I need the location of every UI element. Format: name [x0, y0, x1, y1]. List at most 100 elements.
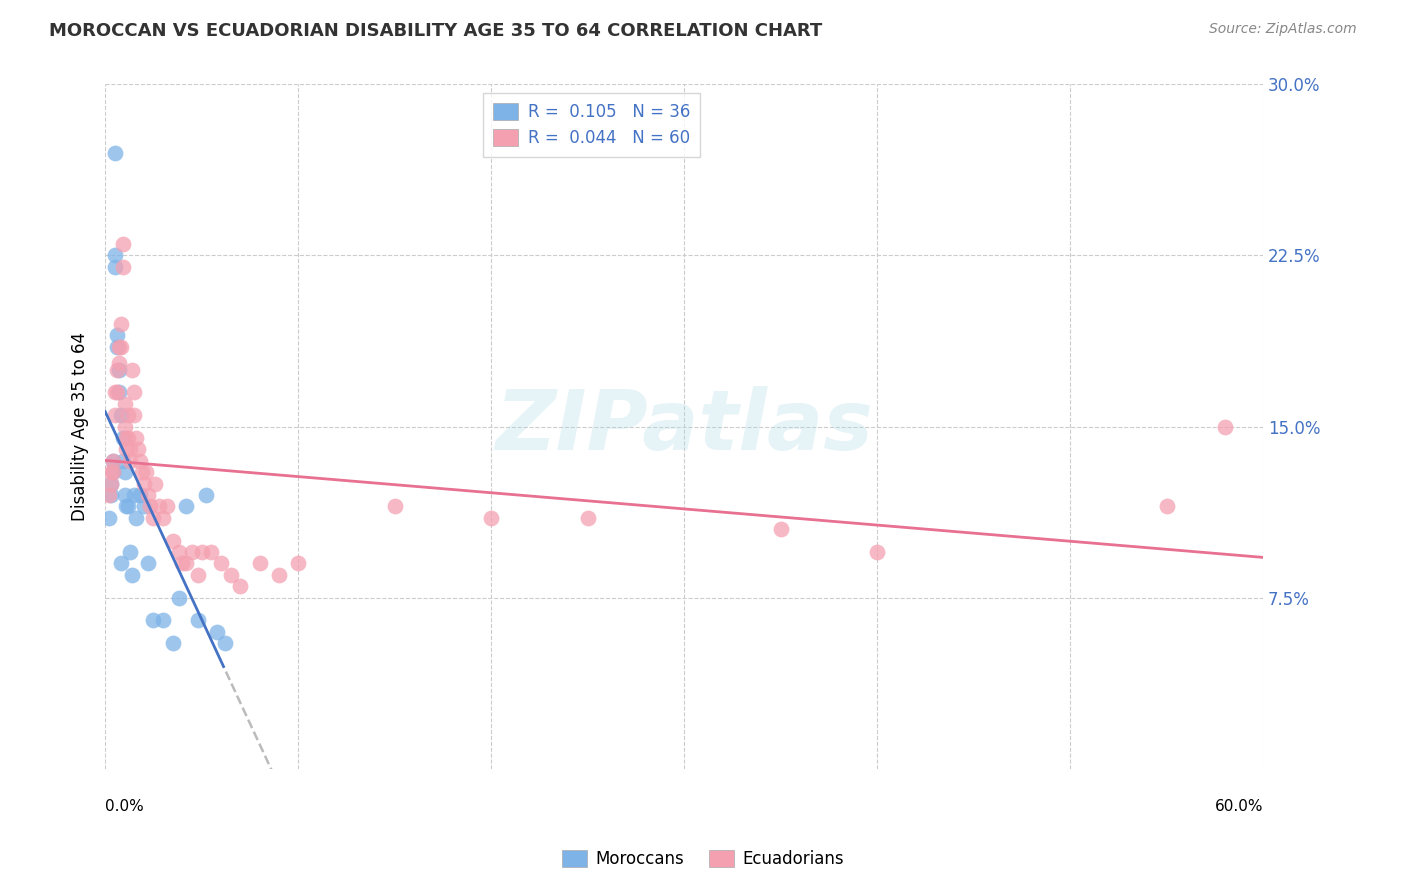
Point: [132, 476, 155, 491]
Legend: Moroccans, Ecuadorians: Moroccans, Ecuadorians: [555, 843, 851, 875]
Point: [121, 567, 143, 582]
Point: [129, 488, 152, 502]
Point: [1213, 419, 1236, 434]
Point: [187, 567, 209, 582]
Point: [174, 557, 197, 571]
Point: [104, 145, 127, 160]
Point: [114, 488, 136, 502]
Point: [111, 260, 134, 274]
Point: [576, 510, 599, 524]
Point: [136, 557, 159, 571]
Point: [152, 614, 174, 628]
Point: [167, 591, 190, 605]
Point: [117, 500, 139, 514]
Point: [114, 397, 136, 411]
Point: [156, 500, 179, 514]
Point: [117, 431, 139, 445]
Point: [100, 476, 122, 491]
Point: [104, 385, 127, 400]
Point: [111, 431, 134, 445]
Point: [200, 545, 222, 559]
Point: [110, 340, 132, 354]
Point: [122, 488, 145, 502]
Point: [110, 317, 132, 331]
Point: [866, 545, 889, 559]
Point: [138, 500, 160, 514]
Point: [114, 465, 136, 479]
Point: [100, 465, 122, 479]
Point: [229, 579, 252, 593]
Point: [249, 557, 271, 571]
Point: [129, 454, 152, 468]
Point: [117, 408, 139, 422]
Point: [110, 408, 132, 422]
Point: [107, 356, 129, 370]
Point: [125, 431, 148, 445]
Text: 0.0%: 0.0%: [105, 799, 143, 814]
Point: [105, 340, 128, 354]
Point: [98, 510, 121, 524]
Point: [127, 442, 149, 457]
Point: [194, 488, 217, 502]
Point: [105, 385, 128, 400]
Point: [287, 557, 309, 571]
Text: Source: ZipAtlas.com: Source: ZipAtlas.com: [1209, 22, 1357, 37]
Text: 60.0%: 60.0%: [1215, 799, 1263, 814]
Point: [120, 454, 142, 468]
Point: [98, 488, 121, 502]
Point: [100, 476, 122, 491]
Point: [142, 510, 165, 524]
Point: [122, 385, 145, 400]
Point: [187, 614, 209, 628]
Point: [205, 624, 228, 639]
Text: MOROCCAN VS ECUADORIAN DISABILITY AGE 35 TO 64 CORRELATION CHART: MOROCCAN VS ECUADORIAN DISABILITY AGE 35…: [49, 22, 823, 40]
Point: [190, 545, 212, 559]
Point: [209, 557, 232, 571]
Point: [172, 557, 194, 571]
Point: [174, 500, 197, 514]
Point: [120, 545, 142, 559]
Point: [105, 362, 128, 376]
Point: [167, 545, 190, 559]
Point: [131, 465, 153, 479]
Point: [111, 454, 134, 468]
Point: [120, 442, 142, 457]
Point: [111, 237, 134, 252]
Text: ZIPatlas: ZIPatlas: [495, 386, 873, 467]
Point: [142, 614, 165, 628]
Point: [105, 328, 128, 343]
Point: [1156, 500, 1178, 514]
Point: [101, 465, 124, 479]
Point: [114, 419, 136, 434]
Point: [101, 454, 124, 468]
Point: [136, 488, 159, 502]
Point: [152, 510, 174, 524]
Point: [115, 500, 138, 514]
Point: [267, 567, 290, 582]
Point: [145, 476, 167, 491]
Point: [181, 545, 204, 559]
Legend: R =  0.105   N = 36, R =  0.044   N = 60: R = 0.105 N = 36, R = 0.044 N = 60: [482, 93, 700, 158]
Point: [104, 260, 127, 274]
Point: [479, 510, 502, 524]
Point: [110, 557, 132, 571]
Y-axis label: Disability Age 35 to 64: Disability Age 35 to 64: [72, 332, 89, 521]
Point: [162, 533, 184, 548]
Point: [104, 248, 127, 262]
Point: [121, 362, 143, 376]
Point: [135, 465, 157, 479]
Point: [384, 500, 406, 514]
Point: [115, 442, 138, 457]
Point: [104, 408, 127, 422]
Point: [101, 454, 124, 468]
Point: [100, 488, 122, 502]
Point: [214, 636, 236, 650]
Point: [132, 500, 155, 514]
Point: [148, 500, 170, 514]
Point: [107, 340, 129, 354]
Point: [107, 385, 129, 400]
Point: [125, 510, 148, 524]
Point: [115, 431, 138, 445]
Point: [122, 408, 145, 422]
Point: [101, 465, 124, 479]
